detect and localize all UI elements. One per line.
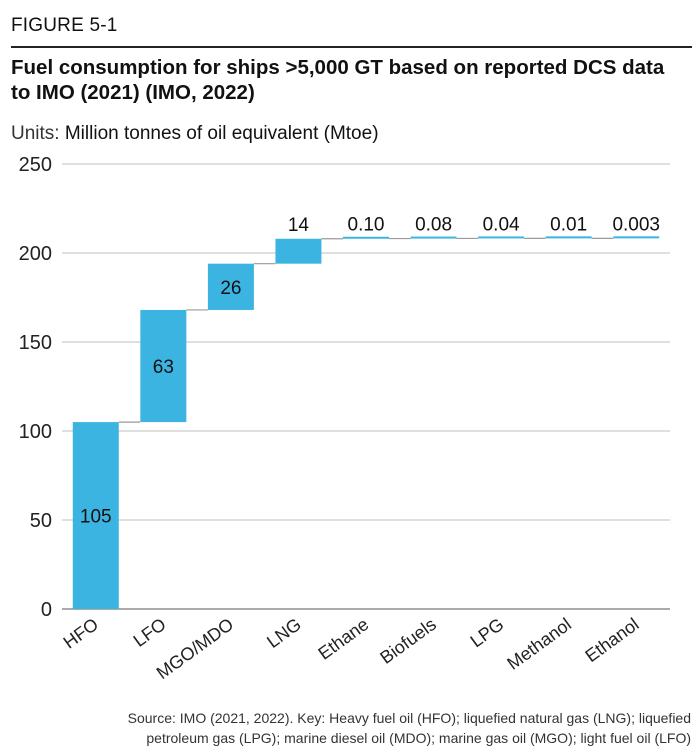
bar-hfo: [72, 422, 119, 609]
y-tick-label: 50: [30, 510, 52, 532]
data-label: 0.08: [415, 214, 452, 235]
y-tick-label: 100: [19, 421, 52, 443]
data-label: 0.003: [612, 214, 660, 235]
bar-mgo-mdo: [207, 263, 254, 310]
x-tick-label: Biofuels: [376, 614, 440, 668]
x-tick-label: Ethane: [314, 614, 372, 664]
units-text: Million tonnes of oil equivalent (Mtoe): [64, 123, 379, 144]
chart-title: Fuel consumption for ships >5,000 GT bas…: [11, 56, 665, 104]
y-tick-label: 0: [41, 599, 52, 621]
source-note: Source: IMO (2021, 2022). Key: Heavy fue…: [0, 708, 691, 748]
x-tick-label: LNG: [263, 614, 305, 652]
bar-lpg: [478, 236, 525, 239]
x-tick-label: Ethanol: [581, 614, 642, 666]
title-divider: [11, 46, 692, 48]
source-line-2: petroleum gas (LPG); marine diesel oil (…: [146, 730, 691, 746]
waterfall-chart: 050100150200250105HFO63LFO26MGO/MDO14LNG…: [19, 154, 670, 683]
data-label: 105: [80, 507, 112, 528]
y-tick-label: 200: [19, 243, 52, 265]
figure-label: FIGURE 5-1: [11, 15, 118, 36]
x-tick-label: Methanol: [503, 614, 575, 674]
data-label: 63: [153, 357, 174, 378]
data-label: 0.10: [348, 215, 385, 236]
x-tick-label: LFO: [130, 614, 170, 651]
source-line-1: Source: IMO (2021, 2022). Key: Heavy fue…: [127, 710, 691, 726]
bar-ethanol: [613, 236, 660, 239]
bar-biofuels: [410, 236, 457, 239]
units-caption: Units: Million tonnes of oil equivalent …: [11, 123, 379, 145]
data-label: 14: [288, 215, 310, 236]
bar-lfo: [140, 309, 187, 423]
data-label: 0.01: [550, 214, 587, 235]
units-prefix: Units:: [11, 123, 60, 144]
x-tick-label: HFO: [60, 614, 102, 653]
data-label: 26: [220, 278, 241, 299]
y-tick-label: 150: [19, 332, 52, 354]
data-label: 0.04: [483, 214, 520, 235]
x-tick-label: LPG: [467, 614, 508, 651]
bar-ethane: [343, 236, 389, 239]
bar-methanol: [545, 236, 592, 239]
y-tick-label: 250: [19, 154, 52, 176]
bar-lng: [275, 238, 322, 264]
